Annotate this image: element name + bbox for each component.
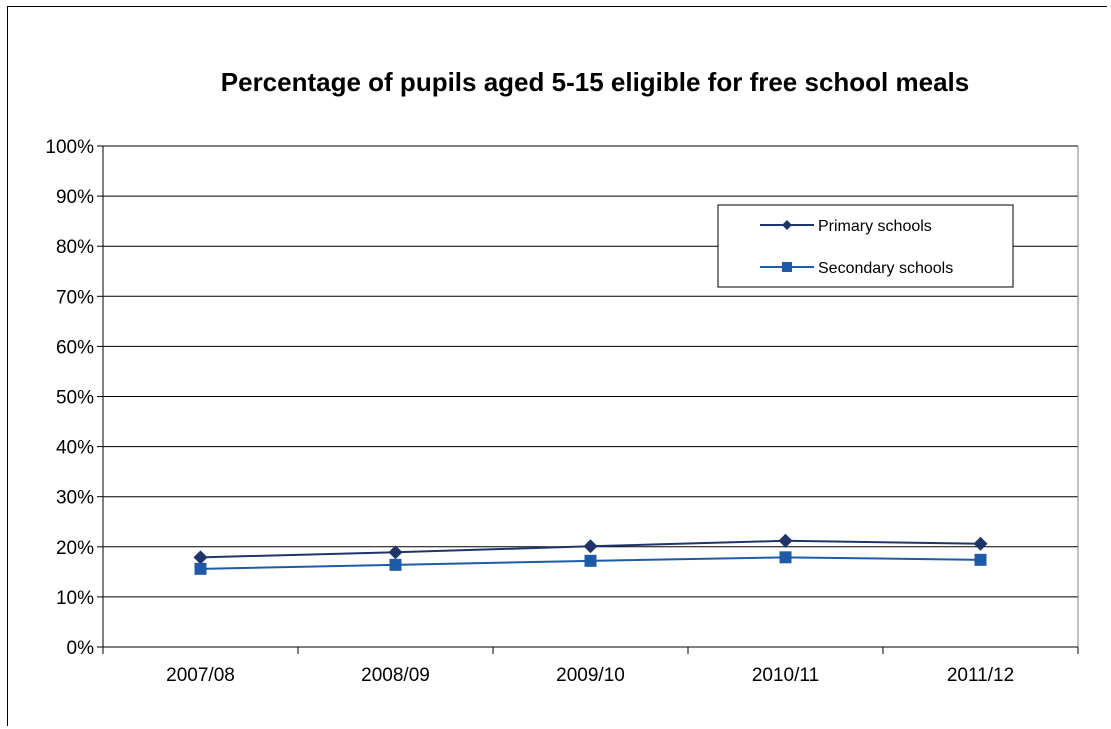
x-tick-label: 2009/10: [556, 665, 625, 686]
y-tick-label: 20%: [56, 538, 94, 559]
data-point-diamond: [388, 545, 403, 560]
legend-label: Primary schools: [818, 218, 932, 235]
legend: Primary schools Secondary schools: [717, 204, 1014, 288]
y-tick-label: 40%: [56, 438, 94, 459]
y-tick-label: 10%: [56, 588, 94, 609]
y-tick-label: 0%: [67, 638, 95, 659]
chart-title: Percentage of pupils aged 5-15 eligible …: [221, 67, 969, 97]
data-point-diamond: [778, 533, 793, 548]
legend-box: [717, 204, 1014, 288]
y-tick-label: 70%: [56, 287, 94, 308]
data-point-square: [389, 558, 402, 571]
y-tick-label: 50%: [56, 388, 94, 409]
legend-label: Secondary schools: [818, 260, 953, 277]
data-point-diamond: [782, 220, 792, 230]
data-point-square: [782, 262, 792, 272]
x-tick-label: 2010/11: [752, 665, 819, 686]
y-axis-tick-labels: 0% 10% 20% 30% 40% 50% 60% 70% 80% 90% 100%: [45, 137, 94, 659]
x-tick-label: 2008/09: [361, 665, 430, 686]
x-axis-tick-labels: 2007/08 2008/09 2009/10 2010/11 2011/12: [166, 665, 1014, 686]
y-tick-label: 30%: [56, 488, 94, 509]
series-lines: [193, 533, 988, 575]
legend-item: Secondary schools: [760, 260, 953, 277]
chart-frame: [7, 6, 1107, 726]
data-point-square: [584, 554, 597, 567]
data-point-diamond: [583, 539, 598, 554]
data-point-diamond: [193, 550, 208, 565]
legend-item: Primary schools: [760, 218, 932, 235]
x-tick-label: 2007/08: [166, 665, 235, 686]
y-tick-label: 60%: [56, 337, 94, 358]
x-tick-label: 2011/12: [947, 665, 1014, 686]
series-primary-schools: [193, 533, 988, 565]
data-point-diamond: [973, 536, 988, 551]
data-point-square: [779, 551, 792, 564]
y-tick-label: 100%: [45, 137, 94, 158]
y-tick-label: 80%: [56, 237, 94, 258]
data-point-square: [194, 562, 207, 575]
y-tick-label: 90%: [56, 187, 94, 208]
series-secondary-schools: [194, 551, 987, 575]
axes: [97, 145, 1079, 654]
data-point-square: [974, 553, 987, 566]
